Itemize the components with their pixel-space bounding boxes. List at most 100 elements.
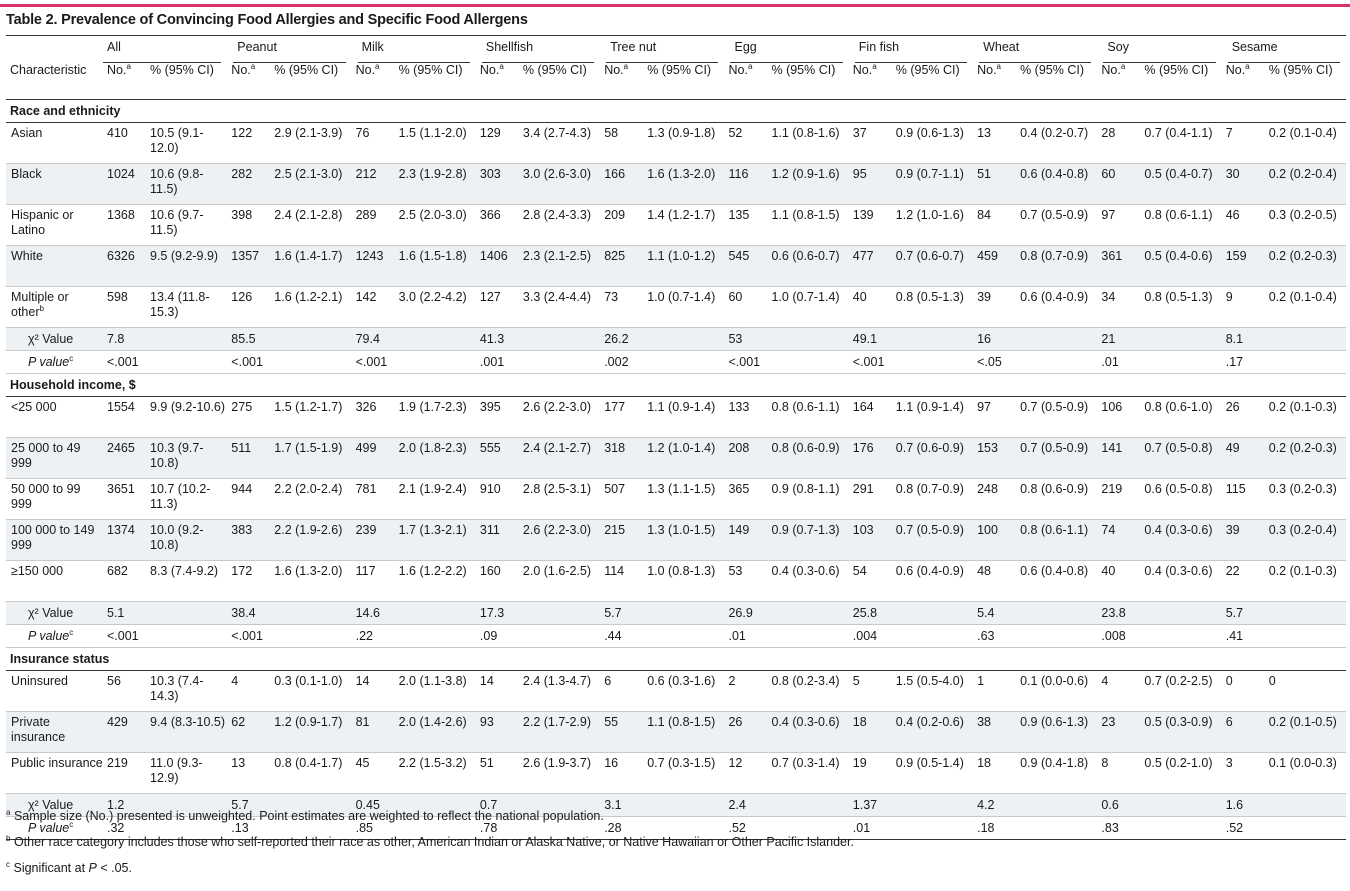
cell-count: 507	[600, 478, 644, 520]
cell-count: 383	[227, 519, 271, 561]
chi-square-empty	[643, 793, 725, 817]
cell-count: 30	[1221, 163, 1265, 205]
table-row: Public insurance 219 11.0 (9.3-12.9) 13 0.8 …	[6, 752, 1347, 794]
cell-percent: 1.6 (1.2-2.2)	[394, 560, 476, 602]
cell-count: 910	[475, 478, 519, 520]
no-header: No.a	[1221, 62, 1265, 100]
cell-count: 239	[351, 519, 395, 561]
cell-count: 40	[848, 286, 892, 328]
cell-count: 7	[1221, 122, 1265, 164]
cell-percent: 0.9 (0.8-1.1)	[767, 478, 849, 520]
row-label: White	[6, 245, 103, 287]
p-value: .83	[1097, 816, 1141, 840]
table-row: Uninsured 56 10.3 (7.4-14.3) 4 0.3 (0.1-1.0)…	[6, 670, 1347, 712]
row-label: ≥150 000	[6, 560, 103, 602]
cell-percent: 1.7 (1.3-2.1)	[394, 519, 476, 561]
row-label-text: Hispanic or Latino	[11, 208, 74, 237]
p-value-label-text: P value	[28, 355, 70, 369]
cell-count: 116	[724, 163, 768, 205]
cell-percent: 1.1 (0.8-1.5)	[643, 711, 725, 753]
cell-percent: 0.6 (0.5-0.8)	[1140, 478, 1222, 520]
p-value: .52	[724, 816, 768, 840]
cell-count: 39	[1221, 519, 1265, 561]
p-value-empty	[643, 816, 725, 840]
chi-square-empty	[270, 327, 352, 351]
p-value: .01	[1097, 350, 1141, 374]
cell-count: 1243	[351, 245, 395, 287]
cell-count: 166	[600, 163, 644, 205]
footnote-b-text: Other race category includes those who s…	[13, 835, 854, 849]
cell-count: 93	[475, 711, 519, 753]
p-value: .18	[973, 816, 1017, 840]
cell-count: 37	[848, 122, 892, 164]
p-value-empty	[394, 350, 476, 374]
chi-square-value: 79.4	[351, 327, 395, 351]
cell-percent: 0.2 (0.1-0.3)	[1264, 560, 1347, 602]
p-value-empty	[643, 350, 725, 374]
cell-percent: 0.3 (0.2-0.3)	[1264, 478, 1347, 520]
cell-count: 781	[351, 478, 395, 520]
cell-percent: 1.6 (1.3-2.0)	[643, 163, 725, 205]
cell-percent: 2.5 (2.0-3.0)	[394, 204, 476, 246]
chi-square-empty	[643, 327, 725, 351]
table-row: 25 000 to 49 999 2465 10.3 (9.7-10.8) 511 1.…	[6, 437, 1347, 479]
row-label-footnote-mark: b	[39, 303, 44, 313]
p-value-label: P valuec	[6, 624, 103, 648]
cell-count: 289	[351, 204, 395, 246]
footnote-b-mark: b	[6, 833, 11, 843]
cell-count: 0	[1221, 670, 1265, 712]
allergy-table: All Peanut Milk Shellfish Tree nut Egg Fin fis…	[6, 40, 1350, 840]
cell-count: 23	[1097, 711, 1141, 753]
cell-percent: 1.0 (0.8-1.3)	[643, 560, 725, 602]
cell-count: 177	[600, 396, 644, 438]
p-value-empty	[1140, 816, 1222, 840]
cell-percent: 0.8 (0.7-0.9)	[1016, 245, 1098, 287]
cell-count: 318	[600, 437, 644, 479]
chi-square-empty	[767, 601, 849, 625]
cell-count: 6326	[103, 245, 146, 287]
cell-percent: 0.8 (0.6-1.1)	[767, 396, 849, 438]
cell-percent: 10.0 (9.2-10.8)	[146, 519, 228, 561]
cell-count: 16	[600, 752, 644, 794]
p-value-empty	[891, 350, 974, 374]
title-rule	[6, 35, 1346, 36]
chi-square-value: 4.2	[973, 793, 1017, 817]
chi-square-empty	[1140, 327, 1222, 351]
row-label-text: Public insurance	[11, 756, 103, 770]
cell-percent: 2.9 (2.1-3.9)	[270, 122, 352, 164]
chi-square-empty	[1016, 793, 1098, 817]
row-label-text: Private insurance	[11, 715, 66, 744]
cell-percent: 1.5 (0.5-4.0)	[891, 670, 974, 712]
chi-square-value: 1.6	[1221, 793, 1265, 817]
chi-square-value: 21	[1097, 327, 1141, 351]
p-value-label-text: P value	[28, 821, 70, 835]
pct-ci-header: % (95% CI)	[146, 62, 228, 100]
cell-percent: 0.5 (0.4-0.6)	[1140, 245, 1222, 287]
pct-ci-header: % (95% CI)	[394, 62, 476, 100]
cell-percent: 0.6 (0.4-0.9)	[1016, 286, 1098, 328]
row-label-text: ≥150 000	[11, 564, 64, 578]
cell-percent: 3.0 (2.6-3.0)	[518, 163, 601, 205]
p-value-empty	[1016, 624, 1098, 648]
cell-count: 54	[848, 560, 892, 602]
p-value-empty	[1264, 350, 1347, 374]
cell-percent: 0.3 (0.2-0.5)	[1264, 204, 1347, 246]
cell-percent: 2.8 (2.5-3.1)	[518, 478, 601, 520]
cell-count: 511	[227, 437, 271, 479]
cell-percent: 0.7 (0.4-1.1)	[1140, 122, 1222, 164]
cell-count: 160	[475, 560, 519, 602]
no-label: No.	[107, 63, 127, 77]
p-value-empty	[270, 816, 352, 840]
cell-count: 159	[1221, 245, 1265, 287]
cell-percent: 1.2 (1.0-1.4)	[643, 437, 725, 479]
cell-count: 395	[475, 396, 519, 438]
chi-square-value: 26.9	[724, 601, 768, 625]
cell-count: 1357	[227, 245, 271, 287]
cell-percent: 2.0 (1.8-2.3)	[394, 437, 476, 479]
cell-count: 84	[973, 204, 1017, 246]
group-header-wheat: Wheat	[973, 40, 1104, 63]
cell-count: 8	[1097, 752, 1141, 794]
cell-percent: 2.5 (2.1-3.0)	[270, 163, 352, 205]
cell-count: 106	[1097, 396, 1141, 438]
chi-square-value: 0.6	[1097, 793, 1141, 817]
